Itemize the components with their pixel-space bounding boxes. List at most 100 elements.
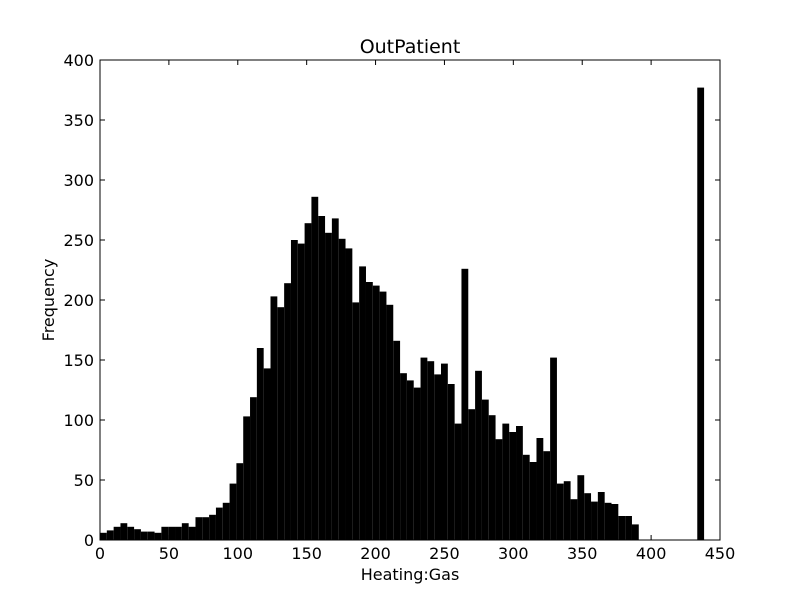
x-tick-label-200: 200 bbox=[360, 544, 391, 563]
histogram-bar-88 bbox=[697, 87, 705, 540]
x-axis-label: Heating:Gas bbox=[361, 565, 460, 584]
histogram-bar-8 bbox=[154, 532, 162, 540]
y-tick-label-100: 100 bbox=[63, 411, 94, 430]
histogram-bar-7 bbox=[147, 531, 155, 540]
histogram-bar-10 bbox=[168, 526, 176, 540]
x-tick-label-0: 0 bbox=[95, 544, 105, 563]
histogram-bar-29 bbox=[297, 243, 305, 540]
histogram-bar-76 bbox=[618, 516, 626, 540]
histogram-bar-77 bbox=[625, 516, 632, 540]
histogram-bar-72 bbox=[591, 501, 598, 540]
histogram-bar-26 bbox=[277, 307, 285, 540]
histogram-bar-73 bbox=[597, 492, 605, 540]
chart-title: OutPatient bbox=[360, 36, 461, 58]
y-tick-label-50: 50 bbox=[74, 471, 94, 490]
histogram-bar-39 bbox=[365, 282, 373, 540]
y-tick-label-350: 350 bbox=[63, 111, 94, 130]
histogram-bar-1 bbox=[106, 530, 114, 540]
y-tick-label-400: 400 bbox=[63, 51, 94, 70]
histogram-bar-53 bbox=[461, 268, 469, 540]
histogram-bar-6 bbox=[140, 531, 148, 540]
histogram-bar-60 bbox=[509, 432, 517, 540]
x-tick-label-250: 250 bbox=[429, 544, 460, 563]
histogram-bar-31 bbox=[311, 196, 319, 541]
histogram-bar-78 bbox=[631, 524, 639, 540]
histogram-bar-22 bbox=[250, 397, 257, 540]
histogram-bar-49 bbox=[434, 374, 441, 540]
histogram-bar-51 bbox=[447, 384, 455, 540]
histogram-bar-40 bbox=[372, 285, 380, 540]
histogram-bar-70 bbox=[577, 475, 585, 540]
histogram-bar-57 bbox=[488, 415, 496, 540]
x-tick-label-400: 400 bbox=[636, 544, 667, 563]
histogram-bar-67 bbox=[556, 483, 564, 540]
x-tick-label-350: 350 bbox=[567, 544, 598, 563]
histogram-bar-41 bbox=[379, 291, 387, 540]
histogram-bar-28 bbox=[290, 240, 298, 540]
bars-group bbox=[100, 87, 705, 541]
histogram-bar-65 bbox=[543, 451, 551, 540]
histogram-bar-14 bbox=[195, 517, 203, 540]
x-tick-label-50: 50 bbox=[159, 544, 179, 563]
y-tick-label-300: 300 bbox=[63, 171, 94, 190]
histogram-bar-3 bbox=[120, 523, 128, 540]
histogram-bar-19 bbox=[229, 483, 237, 540]
histogram-bar-25 bbox=[270, 296, 278, 540]
histogram-bar-42 bbox=[386, 304, 394, 540]
axis-ticks: 0 50 100 150 200 250 300 350 400 450 0 50 100 150 200 2… bbox=[63, 51, 735, 563]
histogram-bar-43 bbox=[393, 340, 401, 540]
histogram-bar-50 bbox=[441, 363, 448, 540]
x-tick-label-100: 100 bbox=[223, 544, 254, 563]
histogram-bar-13 bbox=[188, 526, 196, 540]
histogram-bar-55 bbox=[475, 370, 482, 540]
x-tick-label-150: 150 bbox=[291, 544, 322, 563]
histogram-bar-46 bbox=[413, 387, 421, 540]
x-tick-label-450: 450 bbox=[705, 544, 736, 563]
histogram-bar-59 bbox=[502, 423, 510, 540]
histogram-bar-35 bbox=[338, 238, 346, 541]
histogram-bar-32 bbox=[318, 216, 326, 540]
y-tick-label-150: 150 bbox=[63, 351, 94, 370]
histogram-bar-66 bbox=[550, 357, 557, 540]
histogram-bar-47 bbox=[420, 357, 428, 540]
histogram-bar-33 bbox=[325, 232, 332, 541]
histogram-bar-34 bbox=[331, 218, 339, 540]
histogram-bar-24 bbox=[263, 368, 271, 540]
histogram-bar-5 bbox=[134, 529, 141, 540]
histogram-bar-2 bbox=[113, 526, 121, 540]
histogram-bar-45 bbox=[406, 380, 414, 540]
histogram-bar-61 bbox=[516, 426, 523, 540]
histogram-bar-54 bbox=[468, 409, 476, 540]
histogram-bar-30 bbox=[304, 223, 312, 540]
histogram-bar-0 bbox=[100, 532, 107, 540]
histogram-bar-52 bbox=[454, 423, 462, 540]
histogram-bar-58 bbox=[495, 439, 503, 540]
y-tick-label-250: 250 bbox=[63, 231, 94, 250]
histogram-bar-75 bbox=[611, 504, 619, 540]
histogram-bar-36 bbox=[345, 248, 353, 540]
y-tick-label-200: 200 bbox=[63, 291, 94, 310]
x-tick-label-300: 300 bbox=[498, 544, 529, 563]
histogram-bar-21 bbox=[243, 416, 251, 540]
histogram-bar-63 bbox=[529, 462, 537, 540]
histogram-bar-11 bbox=[175, 526, 182, 540]
histogram-bar-27 bbox=[284, 283, 291, 540]
histogram-bar-69 bbox=[570, 499, 578, 540]
histogram-bar-37 bbox=[352, 302, 360, 540]
histogram-bar-74 bbox=[604, 502, 612, 540]
histogram-bar-48 bbox=[427, 361, 435, 540]
histogram-bar-71 bbox=[584, 493, 592, 540]
histogram-bar-64 bbox=[536, 438, 544, 540]
histogram-bar-20 bbox=[236, 463, 244, 540]
histogram-bar-18 bbox=[222, 502, 230, 540]
histogram-bar-68 bbox=[563, 481, 571, 540]
histogram-bar-9 bbox=[161, 526, 169, 540]
histogram-bar-62 bbox=[522, 454, 530, 540]
y-tick-label-0: 0 bbox=[84, 531, 94, 550]
histogram-bar-56 bbox=[481, 399, 489, 540]
y-axis-label: Frequency bbox=[39, 259, 58, 342]
histogram-bar-23 bbox=[256, 348, 264, 540]
histogram-bar-38 bbox=[359, 266, 366, 540]
